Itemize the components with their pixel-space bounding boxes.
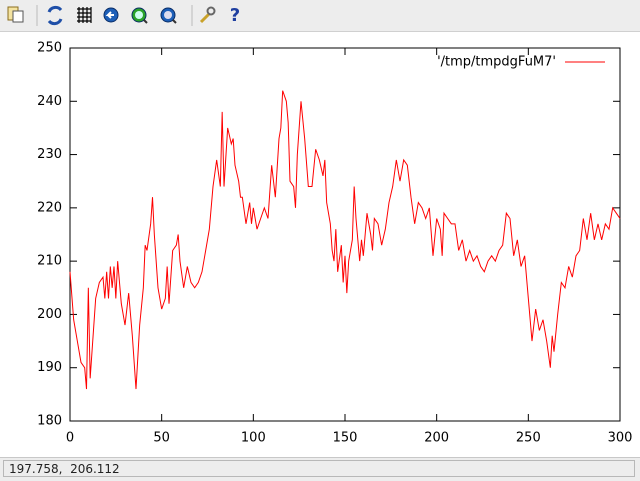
chart: 180 190 200 210 220 230 240 250 0 50 100 150 200 250 3… <box>37 41 633 446</box>
status-bar: 197.758, 206.112 <box>0 457 640 481</box>
y-tick-label: 220 <box>37 200 62 215</box>
y-tick-label: 210 <box>37 254 62 269</box>
copy-button[interactable] <box>7 6 24 23</box>
help-icon: ? <box>230 5 240 26</box>
config-button[interactable] <box>199 6 216 24</box>
x-tick-label: 0 <box>66 431 74 446</box>
x-tick-label: 100 <box>241 431 266 446</box>
prev-zoom-button[interactable] <box>103 7 119 23</box>
y-tick-label: 180 <box>37 414 62 429</box>
data-line <box>69 90 621 390</box>
y-tick-label: 190 <box>37 360 62 375</box>
y-tick-label: 250 <box>37 41 62 56</box>
y-tick-label: 200 <box>37 307 62 322</box>
x-tick-label: 300 <box>608 431 633 446</box>
y-tick-label: 240 <box>37 94 62 109</box>
plot-border <box>69 47 621 422</box>
legend-label: '/tmp/tmpdgFuM7' <box>437 55 556 70</box>
next-zoom-button[interactable] <box>131 7 148 24</box>
replot-button[interactable] <box>47 5 63 26</box>
x-tick-label: 250 <box>516 431 541 446</box>
help-button[interactable]: ? <box>230 5 240 26</box>
x-tick-label: 150 <box>333 431 358 446</box>
autoscale-button[interactable] <box>160 7 177 24</box>
x-tick-label: 50 <box>153 431 170 446</box>
status-text: 197.758, 206.112 <box>3 460 635 477</box>
toolbar: ? <box>0 0 640 32</box>
grid-button[interactable] <box>77 7 92 23</box>
y-tick-label: 230 <box>37 147 62 162</box>
x-tick-label: 200 <box>424 431 449 446</box>
